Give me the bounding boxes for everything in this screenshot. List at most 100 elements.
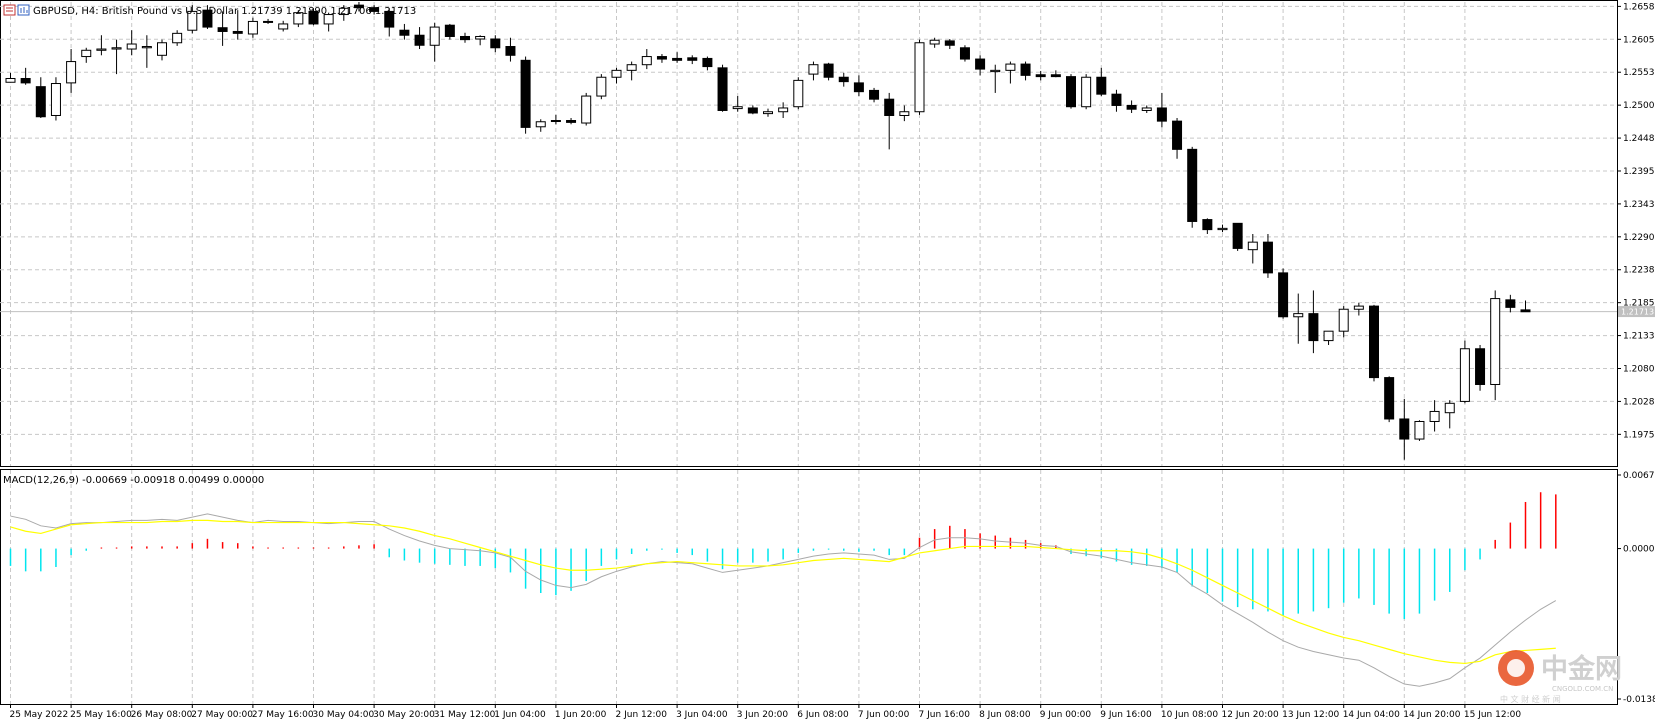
candle-body-bull: [626, 64, 637, 71]
candle: [263, 18, 274, 24]
candle-body-bull: [278, 23, 289, 30]
candle-body-bull: [1081, 76, 1092, 108]
candle: [293, 10, 304, 28]
time-tick-label: 27 May 00:00: [191, 710, 253, 720]
time-tick-label: 15 Jun 12:00: [1464, 710, 1521, 720]
candle-body-bull: [581, 95, 592, 124]
candle-body-bear: [944, 40, 955, 46]
candle: [520, 56, 531, 134]
price-axis: 1.26580 1.26055 1.25530 1.25005 1.24480 1.239…: [1617, 2, 1655, 440]
candle-body-bull: [990, 69, 1001, 73]
candle-body-bear: [20, 77, 31, 84]
candle-body-bull: [1459, 348, 1470, 402]
candle: [1490, 290, 1501, 401]
candle-body-bull: [323, 14, 334, 25]
candle-body-bull: [899, 111, 910, 116]
price-tick-label: 1.23430: [1623, 200, 1655, 210]
candle-body-bear: [1369, 305, 1379, 379]
candle-body-bear: [687, 57, 698, 61]
candle-body-bear: [656, 56, 667, 60]
candle-body-bear: [35, 86, 46, 118]
time-tick-label: 14 Jun 20:00: [1403, 710, 1460, 720]
candle: [20, 67, 31, 85]
candle-body-bear: [975, 58, 986, 70]
candle-body-bull: [81, 49, 92, 58]
candle-body-bear: [1096, 76, 1107, 95]
candle-body-bull: [1217, 227, 1228, 231]
candle: [232, 10, 243, 40]
candle-body-bear: [1262, 241, 1273, 274]
candle-body-bull: [338, 7, 349, 16]
price-tick-label: 1.20805: [1623, 364, 1655, 374]
candle: [50, 77, 61, 121]
candle-body-bear: [490, 38, 501, 49]
candle: [1384, 376, 1395, 423]
candle-body-bear: [869, 89, 880, 100]
candle: [1081, 74, 1092, 110]
time-tick-label: 3 Jun 20:00: [737, 710, 789, 720]
candle: [187, 5, 198, 34]
candle: [247, 17, 258, 38]
time-tick-label: 14 Jun 04:00: [1343, 710, 1400, 720]
candle: [535, 119, 546, 132]
chart-header: GBPUSD, H4: British Pound vs U.S. Dollar…: [3, 4, 416, 17]
price-tick-label: 1.22380: [1623, 266, 1655, 276]
time-tick-label: 25 May 2022: [10, 710, 69, 720]
cngold-watermark: 中金网 CNGOLD.COM.CN 中 文 财 经 新 闻: [1498, 650, 1622, 704]
candle-body-bear: [1384, 377, 1395, 420]
time-tick-label: 13 Jun 12:00: [1282, 710, 1339, 720]
candle-body-bull: [96, 48, 107, 51]
candle: [1475, 344, 1486, 391]
candle: [838, 72, 849, 87]
time-tick-label: 25 May 16:00: [70, 710, 132, 720]
candle: [1156, 92, 1167, 128]
candle-body-bear: [1399, 418, 1410, 440]
candle-body-bear: [702, 57, 713, 68]
candle: [611, 67, 622, 84]
candle-body-bear: [1156, 107, 1167, 122]
candle: [853, 75, 864, 97]
candle: [656, 54, 667, 63]
candle: [944, 38, 955, 50]
candle-body-bear: [232, 30, 243, 34]
candle-body-bear: [444, 24, 455, 37]
candle: [1005, 61, 1016, 84]
candle-body-bull: [247, 20, 258, 35]
candle-body-bear: [959, 47, 970, 60]
candle-body-bear: [1126, 104, 1137, 110]
candle-body-bear: [1111, 93, 1122, 106]
candle-body-bear: [1232, 222, 1243, 249]
candle: [1202, 218, 1213, 234]
candle-body-bear: [1505, 299, 1516, 308]
candle: [172, 30, 183, 46]
candle-body-bull: [5, 77, 16, 83]
candle-body-bull: [1444, 402, 1455, 414]
candle: [1172, 118, 1183, 159]
candle: [1444, 400, 1455, 429]
watermark-brand: 中金网: [1541, 653, 1622, 685]
time-tick-label: 6 Jun 08:00: [797, 710, 849, 720]
candle: [1414, 420, 1425, 441]
time-tick-label: 1 Jun 20:00: [555, 710, 607, 720]
candle: [490, 35, 501, 53]
candle: [1232, 222, 1243, 251]
watermark-domain: CNGOLD.COM.CN: [1552, 685, 1613, 693]
candle-body-bear: [414, 34, 425, 46]
candle: [672, 52, 683, 63]
candle-body-bull: [1414, 420, 1425, 440]
candle: [1353, 302, 1364, 316]
price-tick-label: 1.20280: [1623, 397, 1655, 407]
window-menu-icon[interactable]: [3, 4, 16, 16]
macd-tick-label: 0.00000: [1623, 545, 1655, 555]
candle-body-bull: [535, 121, 546, 128]
candle-body-bull: [293, 12, 304, 25]
macd-tick-label: 0.00679: [1623, 471, 1655, 481]
candle: [899, 105, 910, 122]
candle: [1399, 398, 1410, 460]
candle-body-bull: [914, 42, 925, 113]
candle: [1323, 330, 1334, 345]
candle: [732, 96, 743, 112]
candle: [626, 61, 637, 81]
candle: [959, 45, 970, 62]
